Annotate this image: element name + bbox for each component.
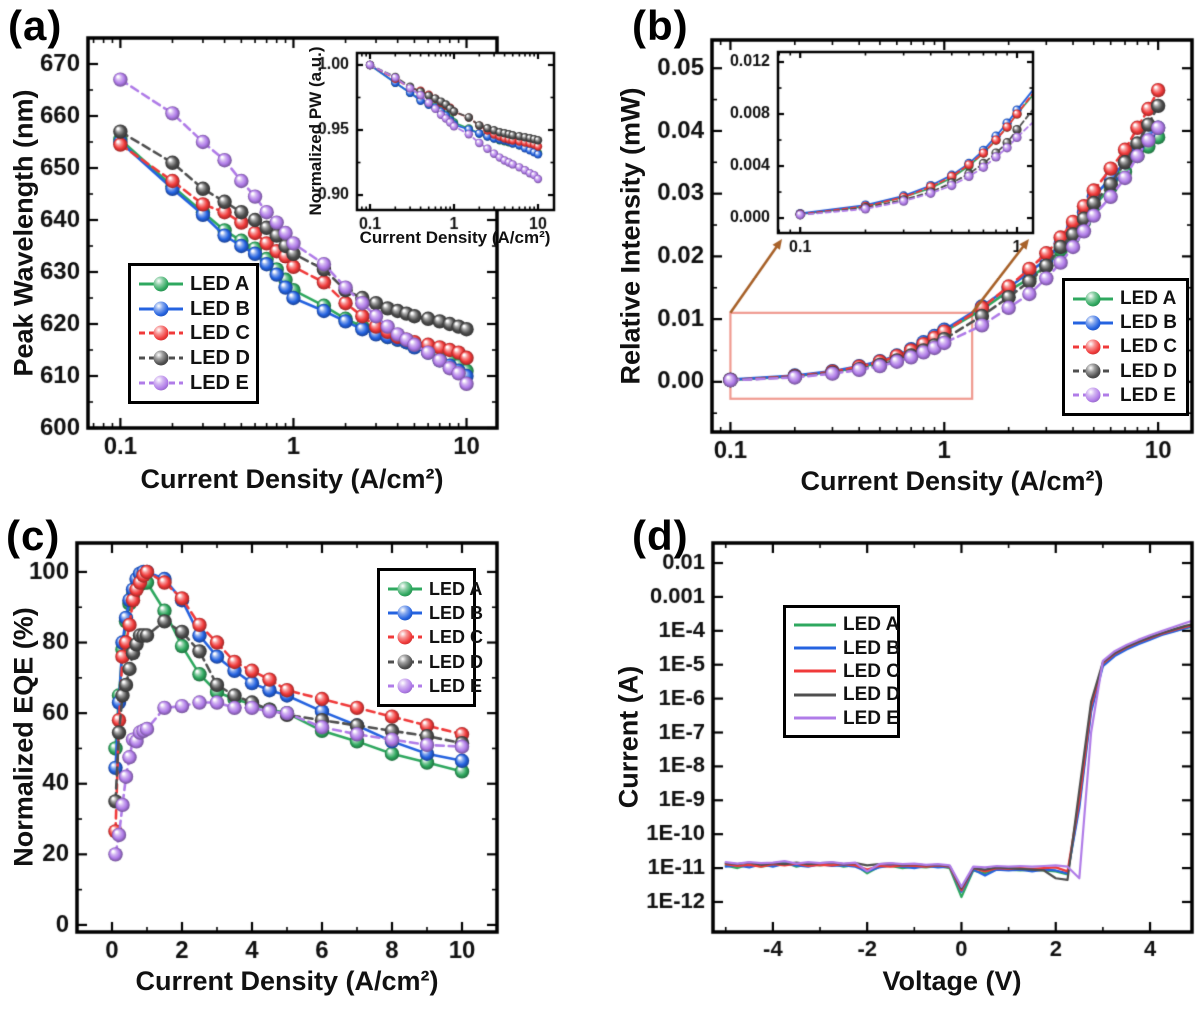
legend-item-led-d: LED D: [139, 347, 250, 370]
legend-item-label: LED C: [843, 660, 900, 682]
panel-a-y-axis-title: Peak Wavelength (nm): [8, 89, 39, 377]
series-line-marker-swatch: [794, 663, 836, 680]
legend-item-led-e: LED E: [794, 709, 899, 728]
legend-item-label: LED D: [429, 651, 483, 672]
series-line-marker-swatch: [139, 300, 183, 317]
legend-item-label: LED E: [1120, 384, 1176, 406]
series-line-marker-swatch: [388, 677, 422, 694]
series-line-marker-swatch: [1073, 314, 1113, 331]
panel-c-x-axis-title: Current Density (A/cm²): [135, 966, 439, 996]
legend-item-label: LED C: [190, 322, 250, 345]
legend-item-label: LED C: [1120, 336, 1177, 358]
legend-item-label: LED E: [429, 675, 483, 696]
legend-item-label: LED B: [1120, 312, 1177, 334]
series-marker-ball-icon: [153, 325, 169, 341]
legend-item-led-c: LED C: [1073, 337, 1178, 356]
series-line-marker-swatch: [139, 325, 183, 342]
series-line-marker-swatch: [388, 629, 422, 646]
legend-item-led-b: LED B: [388, 604, 483, 622]
panel-c-chart-canvas: [0, 510, 600, 1021]
legend-item-label: LED A: [429, 579, 483, 600]
legend-item-led-b: LED B: [1073, 313, 1178, 332]
series-marker-ball-icon: [153, 350, 169, 366]
legend-item-label: LED B: [429, 603, 483, 624]
panel-d-label: (d): [632, 512, 689, 559]
legend-item-led-c: LED C: [388, 628, 483, 646]
series-line-marker-swatch: [794, 616, 836, 633]
legend-item-led-d: LED D: [1073, 362, 1178, 381]
series-marker-ball-icon: [1085, 291, 1101, 307]
panel-b-chart-canvas: [600, 0, 1200, 510]
panel-c-legend: LED A LED B LED C LED D LED E: [377, 568, 483, 707]
legend-item-label: LED B: [190, 297, 250, 320]
series-marker-ball-icon: [1085, 339, 1101, 355]
panel-a-x-axis-title: Current Density (A/cm²): [140, 464, 444, 494]
legend-item-led-e: LED E: [139, 372, 249, 395]
series-marker-ball-icon: [397, 581, 413, 597]
series-line-marker-swatch: [1073, 387, 1113, 404]
legend-item-led-c: LED C: [139, 322, 250, 345]
panel-a-inset-x-axis-title: Current Density (A/cm²): [359, 228, 551, 247]
series-line-marker-swatch: [794, 686, 836, 703]
series-line-marker-swatch: [139, 375, 183, 392]
series-marker-ball-icon: [397, 654, 413, 670]
panel-b-y-axis-title: Relative Intensity (mW): [615, 87, 646, 385]
series-line-marker-swatch: [1073, 338, 1113, 355]
panel-a-label: (a): [8, 2, 63, 49]
series-marker-ball-icon: [1085, 387, 1101, 403]
panel-d-x-axis-title: Voltage (V): [882, 966, 1022, 996]
panel-a-chart-canvas: [0, 0, 600, 510]
series-line-marker-swatch: [388, 605, 422, 622]
legend-item-led-a: LED A: [388, 580, 482, 598]
legend-item-led-e: LED E: [388, 677, 482, 695]
legend-item-label: LED A: [1120, 288, 1177, 310]
legend-item-label: LED C: [429, 627, 483, 648]
series-line-marker-swatch: [388, 581, 422, 598]
legend-item-led-a: LED A: [1073, 289, 1178, 308]
series-line-marker-swatch: [794, 640, 836, 657]
series-line-marker-swatch: [139, 350, 183, 367]
series-marker-ball-icon: [1085, 315, 1101, 331]
legend-item-label: LED A: [843, 614, 900, 636]
series-line-marker-swatch: [1073, 363, 1113, 380]
legend-item-label: LED A: [190, 272, 250, 295]
legend-item-led-b: LED B: [794, 639, 900, 658]
panel-b-label: (b): [632, 2, 689, 49]
legend-item-label: LED D: [843, 684, 900, 706]
series-marker-ball-icon: [153, 375, 169, 391]
legend-item-label: LED D: [190, 347, 250, 370]
panel-c-label: (c): [6, 512, 61, 559]
series-marker-ball-icon: [153, 276, 169, 292]
panel-b-legend: LED A LED B LED C LED D LED E: [1062, 278, 1189, 416]
series-marker-ball-icon: [153, 301, 169, 317]
panel-d-chart-canvas: [600, 510, 1200, 1021]
panel-c-y-axis-title: Normalized EQE (%): [8, 607, 39, 867]
legend-item-led-b: LED B: [139, 297, 250, 320]
legend-item-led-d: LED D: [388, 653, 483, 671]
legend-item-led-a: LED A: [794, 615, 899, 634]
series-line-marker-swatch: [794, 710, 836, 727]
legend-item-led-c: LED C: [794, 662, 900, 681]
panel-a-inset-y-axis-title: Normalized PW (a.u.): [306, 46, 325, 216]
legend-item-label: LED D: [1120, 360, 1177, 382]
series-line-marker-swatch: [139, 275, 183, 292]
series-marker-ball-icon: [397, 678, 413, 694]
legend-item-label: LED E: [843, 707, 899, 729]
legend-item-led-e: LED E: [1073, 386, 1178, 405]
panel-d-legend: LED A LED B LED C LED D LED E: [783, 605, 900, 738]
series-marker-ball-icon: [1085, 363, 1101, 379]
legend-item-led-a: LED A: [139, 272, 250, 295]
panel-d-y-axis-title: Current (A): [613, 665, 644, 809]
series-line-marker-swatch: [388, 653, 422, 670]
panel-a-legend: LED A LED B LED C LED D LED E: [128, 263, 259, 404]
legend-item-label: LED B: [843, 637, 900, 659]
panel-b-x-axis-title: Current Density (A/cm²): [800, 466, 1104, 496]
series-marker-ball-icon: [397, 605, 413, 621]
legend-item-label: LED E: [190, 372, 249, 395]
series-line-marker-swatch: [1073, 290, 1113, 307]
series-marker-ball-icon: [397, 629, 413, 645]
legend-item-led-d: LED D: [794, 685, 900, 704]
